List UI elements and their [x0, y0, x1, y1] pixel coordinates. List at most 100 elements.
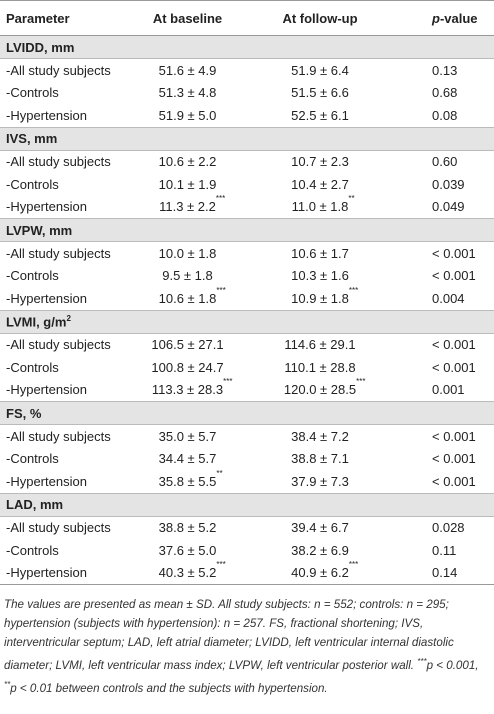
cell: -Hypertension [0, 561, 125, 585]
data-row: -Controls 100.8 ± 24.7 110.1 ± 28.8 < 0.001 [0, 356, 494, 379]
footnote: The values are presented as mean ± SD. A… [0, 585, 494, 698]
data-row: -All study subjects 35.0 ± 5.7 38.4 ± 7.2 <… [0, 425, 494, 448]
section-title-sup: 2 [66, 313, 71, 323]
section-title-text: LVIDD, mm [6, 39, 75, 55]
section-row: FS, % [0, 401, 494, 425]
cell: 51.6 ± 4.9 [158, 62, 217, 78]
cell: -Hypertension [6, 199, 87, 215]
cell: -Hypertension [6, 290, 87, 306]
cell-value: 35.8 ± 5.5 ** [159, 469, 223, 489]
cell: 0.68 [432, 85, 458, 101]
cell: 38.8 ± 5.2 [158, 520, 217, 536]
cell: -All study subjects [6, 154, 111, 170]
section-row: LVPW, mm [0, 218, 494, 242]
section-title-text: LVPW, mm [6, 222, 73, 238]
column-header: At baseline [125, 0, 250, 36]
data-row: -Controls 9.5 ± 1.8 10.3 ± 1.6 < 0.001 [0, 265, 494, 288]
cell: 10.0 ± 1.8 [158, 245, 217, 261]
column-header: At follow-up [250, 0, 390, 36]
column-header: p-value [390, 0, 494, 36]
cell: 0.049 [432, 199, 465, 215]
cell-value: 113.3 ± 28.3 *** [152, 377, 233, 397]
cell: 100.8 ± 24.7 [151, 359, 224, 375]
cell: 38.4 ± 7.2 [291, 428, 349, 444]
section-row: LVIDD, mm [0, 35, 494, 59]
cell: 38.8 ± 7.1 [291, 451, 349, 467]
cell: < 0.001 [432, 245, 476, 261]
cell: 38.2 ± 6.9 [291, 542, 349, 558]
cell: 51.3 ± 4.8 [158, 85, 217, 101]
data-row: -Hypertension 40.3 ± 5.2 *** 40.9 ± 6.2 *** 0… [0, 560, 494, 585]
section-title-text: LAD, mm [6, 497, 64, 512]
data-row: -Hypertension 10.6 ± 1.8 *** 10.9 ± 1.8 *** 0… [0, 286, 494, 310]
cell-value: 40.3 ± 5.2 *** [158, 560, 226, 581]
cell: < 0.001 [432, 359, 476, 375]
cell: -All study subjects [6, 62, 111, 78]
section-title: FS, % [0, 401, 494, 425]
cell-sup: *** [223, 377, 233, 387]
cell: -Controls [6, 176, 59, 192]
section-title: IVS, mm [0, 126, 494, 151]
cell: -Controls [6, 542, 59, 558]
cell-text: 40.3 ± 5.2 [158, 565, 217, 581]
section-title: LAD, mm [0, 492, 494, 517]
data-row: -Controls 51.3 ± 4.8 51.5 ± 6.6 0.68 [0, 82, 494, 105]
data-row: -Controls 10.1 ± 1.9 10.4 ± 2.7 0.039 [0, 173, 494, 196]
cell: 37.6 ± 5.0 [158, 542, 217, 558]
cell: 114.6 ± 29.1 [284, 337, 356, 353]
cell: 0.001 [432, 382, 465, 398]
cell: < 0.001 [432, 451, 476, 467]
cell-value: 10.6 ± 1.8 *** [159, 286, 226, 306]
data-row: -Hypertension 11.3 ± 2.2 *** 11.0 ± 1.8 ** 0.… [0, 194, 494, 219]
section-title-text: LVMI, g/m [6, 314, 67, 330]
header-text: -value [439, 10, 478, 26]
cell: 10.6 ± 1.7 [291, 245, 349, 261]
data-row: -Controls 37.6 ± 5.0 38.2 ± 6.9 0.11 [0, 539, 494, 562]
cell: 10.6 ± 1.8 *** [125, 286, 250, 310]
cell: 0.13 [432, 62, 458, 78]
data-row: -Controls 34.4 ± 5.7 38.8 ± 7.1 < 0.001 [0, 448, 494, 471]
section-title: LVMI, g/m2 [0, 309, 494, 334]
cell: 35.0 ± 5.7 [158, 428, 217, 444]
cell-sup: *** [348, 560, 359, 570]
cell: < 0.001 [432, 337, 476, 353]
cell: 110.1 ± 28.8 [284, 359, 356, 375]
cell: 51.5 ± 6.6 [291, 85, 349, 101]
cell: -Controls [6, 85, 59, 101]
data-row: -All study subjects 51.6 ± 4.9 51.9 ± 6.4 0… [0, 59, 494, 82]
cell: -All study subjects [6, 245, 111, 261]
cell: 10.9 ± 1.8 *** [250, 286, 390, 310]
section-title: LVIDD, mm [0, 35, 494, 59]
cell: -Hypertension [6, 382, 87, 398]
cell-text: 120.0 ± 28.5 [283, 382, 357, 398]
cell: -Controls [6, 359, 59, 375]
data-table: Parameter At baseline At follow-up p-value … [0, 0, 494, 585]
cell-sup: ** [216, 468, 223, 478]
cell: 40.9 ± 6.2 *** [250, 560, 390, 585]
cell: 10.7 ± 2.3 [291, 154, 349, 170]
cell: 113.3 ± 28.3 *** [125, 377, 250, 402]
cell-text: 11.3 ± 2.2 [159, 199, 216, 215]
cell-text: 11.0 ± 1.8 [291, 199, 349, 215]
cell-sup: *** [216, 560, 226, 570]
cell: 51.9 ± 5.0 [158, 107, 217, 123]
footnote-note: p < 0.01 between controls and the subjec… [10, 681, 328, 695]
cell: -Controls [6, 451, 59, 467]
footnote-sup: ** [4, 679, 11, 689]
cell: 35.8 ± 5.5 ** [125, 469, 250, 493]
cell-text: 40.9 ± 6.2 [291, 565, 349, 581]
cell: 0.60 [432, 154, 458, 170]
cell: 0.14 [390, 561, 494, 585]
section-row: LAD, mm [0, 492, 494, 517]
section-title-text: IVS, mm [6, 131, 58, 146]
data-row: -All study subjects 10.0 ± 1.8 10.6 ± 1.7 <… [0, 242, 494, 265]
cell: -Controls [6, 268, 59, 284]
cell: < 0.001 [432, 268, 476, 284]
section-row: IVS, mm [0, 126, 494, 151]
footnote-note: p < 0.001, [426, 658, 479, 672]
footnote-sup: *** [417, 657, 427, 666]
section-row: LVMI, g/m2 [0, 309, 494, 334]
cell-sup: *** [215, 194, 226, 204]
data-row: -Hypertension 113.3 ± 28.3 *** 120.0 ± 28.5… [0, 377, 494, 402]
